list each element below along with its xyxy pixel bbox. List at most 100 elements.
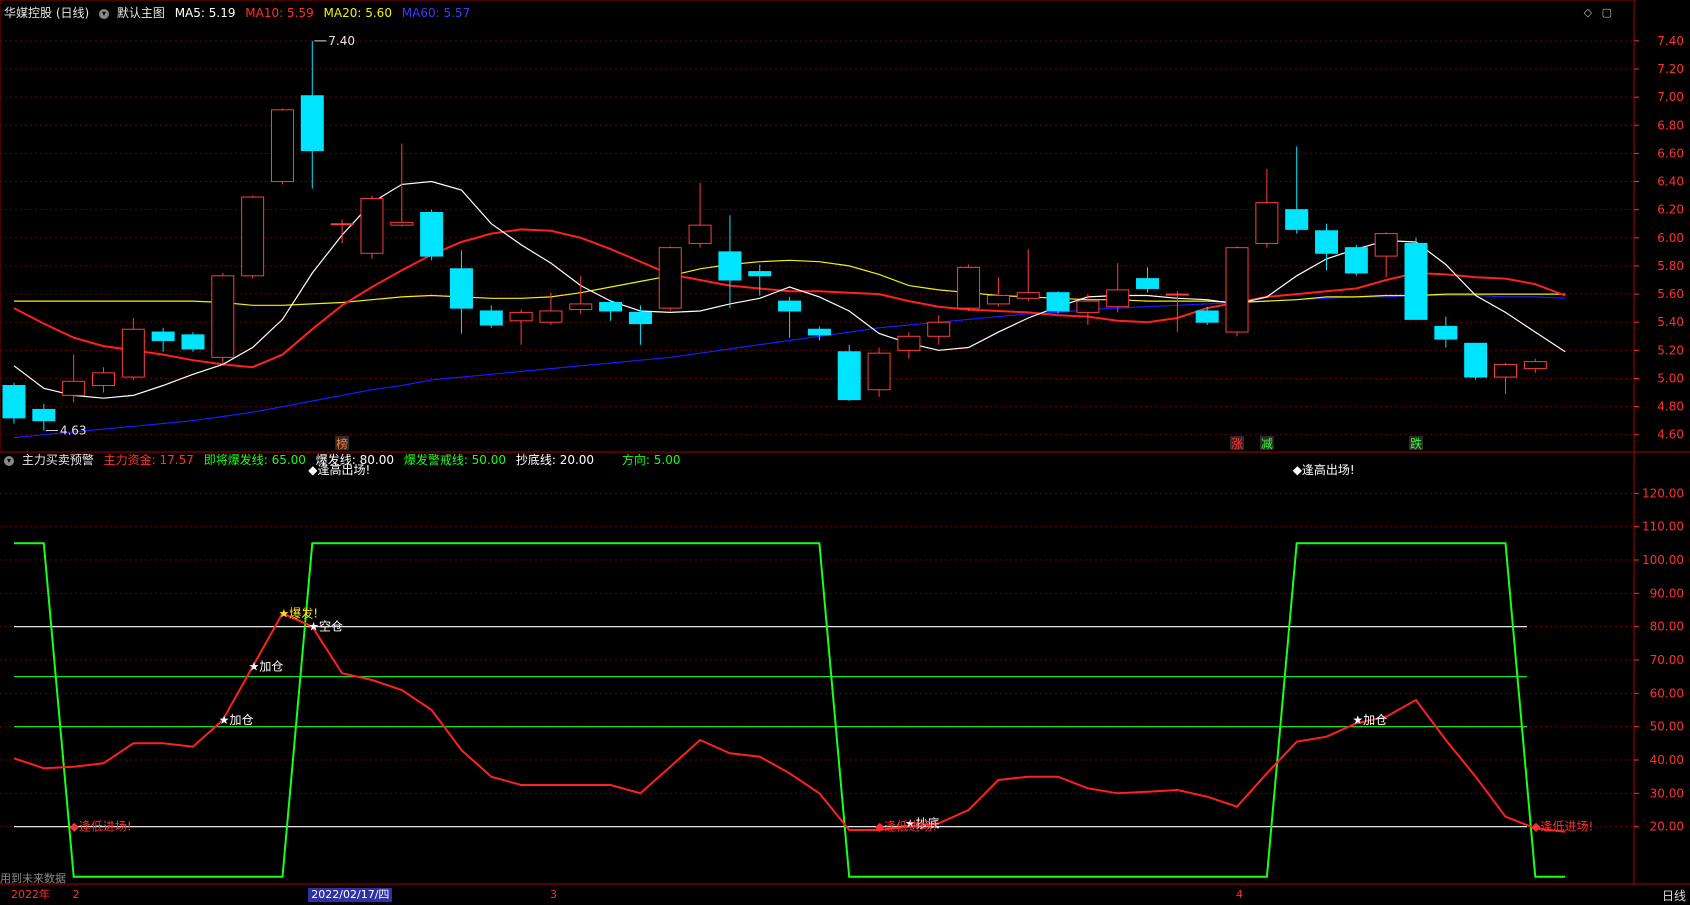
candle-body-up — [330, 223, 354, 226]
x-axis-label: 2022/02/17/四 — [308, 888, 393, 902]
candle-body-down — [628, 311, 652, 325]
candle-body-up — [539, 310, 563, 323]
candle-body-up — [897, 335, 921, 351]
x-axis-label: 4 — [1236, 888, 1244, 901]
price-tick-label: 7.00 — [1657, 90, 1684, 104]
candle-body-down — [1136, 278, 1160, 289]
candle-body-down — [778, 300, 802, 312]
indicator-signal: ◆逢低进场! — [875, 820, 937, 834]
collapse-icon[interactable]: ▾ — [99, 8, 110, 19]
signal-marker: 减 — [1261, 437, 1273, 451]
candle-body-down — [151, 331, 175, 341]
indicator-signal: ★空仓 — [308, 620, 343, 634]
price-tick-label: 5.80 — [1657, 259, 1684, 273]
indicator-signal: ◆逢高出场! — [1293, 462, 1355, 477]
alert-value: 爆发警戒线: 50.00 — [403, 453, 507, 467]
candle-body-down — [807, 328, 831, 336]
candle-body-up — [62, 380, 86, 396]
ma10-value: MA10: 5.59 — [245, 6, 314, 20]
candle-body-down — [1315, 230, 1339, 254]
candle-body-down — [1404, 242, 1428, 320]
ma20-value: MA20: 5.60 — [323, 6, 392, 20]
square-icon[interactable]: ▢ — [1601, 6, 1612, 19]
diamond-icon[interactable]: ◇ — [1583, 6, 1593, 19]
main-funds-value: 主力资金: 17.57 — [103, 453, 194, 467]
price-tick-label: 6.40 — [1657, 175, 1684, 189]
price-tick-label: 7.40 — [1657, 34, 1684, 48]
indicator-tick-label: 80.00 — [1650, 620, 1684, 634]
price-tick-label: 6.60 — [1657, 146, 1684, 160]
trend-line — [14, 542, 1566, 878]
extreme-label: 7.40 — [328, 34, 355, 48]
indicator-tick-label: 40.00 — [1650, 753, 1684, 767]
candle-body-down — [420, 211, 444, 257]
price-tick-label: 7.20 — [1657, 62, 1684, 76]
signal-marker: 榜 — [336, 436, 348, 451]
stock-title[interactable]: 华媒控股 (日线) — [4, 6, 90, 20]
indicator-tick-label: 30.00 — [1650, 786, 1684, 800]
ma20-line — [14, 259, 1566, 306]
signal-marker: 跌 — [1410, 436, 1422, 451]
candle-body-up — [241, 196, 265, 277]
price-tick-label: 4.80 — [1657, 400, 1684, 414]
candle-body-up — [867, 352, 891, 391]
candle-body-up — [688, 224, 712, 244]
candle-body-up — [270, 109, 294, 183]
candle-body-up — [1106, 289, 1130, 308]
indicator-signal: ★抄底 — [905, 815, 940, 830]
indicator-tick-label: 90.00 — [1650, 586, 1684, 600]
candle-body-up — [509, 311, 533, 322]
candle-body-up — [1225, 247, 1249, 333]
candle-body-up — [569, 303, 593, 311]
indicator-signal: ◆逢高出场! — [308, 462, 370, 477]
candle-body-down — [300, 95, 324, 152]
indicator-signal: ◆逢低进场! — [1531, 820, 1593, 834]
ma5-value: MA5: 5.19 — [174, 6, 236, 20]
candle-body-down — [2, 385, 26, 419]
candle-body-down — [1285, 209, 1309, 230]
bottom-line-value: 抄底线: 20.00 — [515, 453, 595, 467]
candle-body-up — [1255, 202, 1279, 244]
candle-body-down — [1195, 310, 1219, 323]
signal-marker-bg — [335, 436, 350, 450]
indicator-signal: ★爆发! — [278, 605, 318, 620]
candle-body-up — [1523, 361, 1547, 370]
candle-body-up — [927, 321, 951, 337]
candle-body-down — [599, 302, 623, 312]
candle-body-up — [1016, 292, 1040, 299]
indicator-tick-label: 60.00 — [1650, 686, 1684, 700]
burst-value: 爆发线: 80.00 — [315, 453, 394, 467]
price-tick-label: 5.60 — [1657, 287, 1684, 301]
indicator-signal: ★加仓 — [1352, 713, 1387, 727]
indicator-name[interactable]: 主力买卖预警 — [21, 453, 94, 467]
candle-body-up — [658, 247, 682, 309]
timeframe-button[interactable]: 日线 — [1661, 889, 1686, 903]
candle-body-down — [718, 251, 742, 281]
price-tick-label: 5.20 — [1657, 343, 1684, 357]
signal-marker: 涨 — [1231, 436, 1243, 451]
indicator-tick-label: 100.00 — [1642, 553, 1684, 567]
candle-body-up — [1494, 363, 1517, 378]
x-axis-label: 3 — [549, 888, 557, 901]
candle-body-up — [91, 372, 115, 387]
x-axis-label: 2022年 — [11, 888, 50, 901]
indicator-collapse-icon[interactable]: ▾ — [4, 455, 14, 466]
price-tick-label: 6.00 — [1657, 231, 1684, 245]
signal-marker-bg — [1259, 436, 1274, 450]
ma10-line — [13, 228, 1566, 369]
candle-body-down — [1464, 342, 1488, 378]
indicator-tick-label: 110.00 — [1642, 520, 1684, 534]
template-name[interactable]: 默认主图 — [116, 6, 165, 20]
price-tick-label: 5.00 — [1657, 371, 1684, 385]
candle-body-up — [1165, 293, 1189, 296]
ma5-line — [13, 180, 1566, 399]
ma60-value: MA60: 5.57 — [401, 6, 471, 20]
candle-body-down — [449, 268, 473, 309]
candle-body-down — [1434, 325, 1458, 340]
indicator-signal: ◆逢低进场! — [70, 820, 132, 834]
candle-body-up — [211, 275, 235, 358]
near-burst-value: 即将爆发线: 65.00 — [203, 453, 306, 467]
indicator-tick-label: 50.00 — [1650, 720, 1684, 734]
indicator-header: ▾ 主力买卖预警 主力资金: 17.57 即将爆发线: 65.00 爆发线: 8… — [4, 451, 686, 469]
